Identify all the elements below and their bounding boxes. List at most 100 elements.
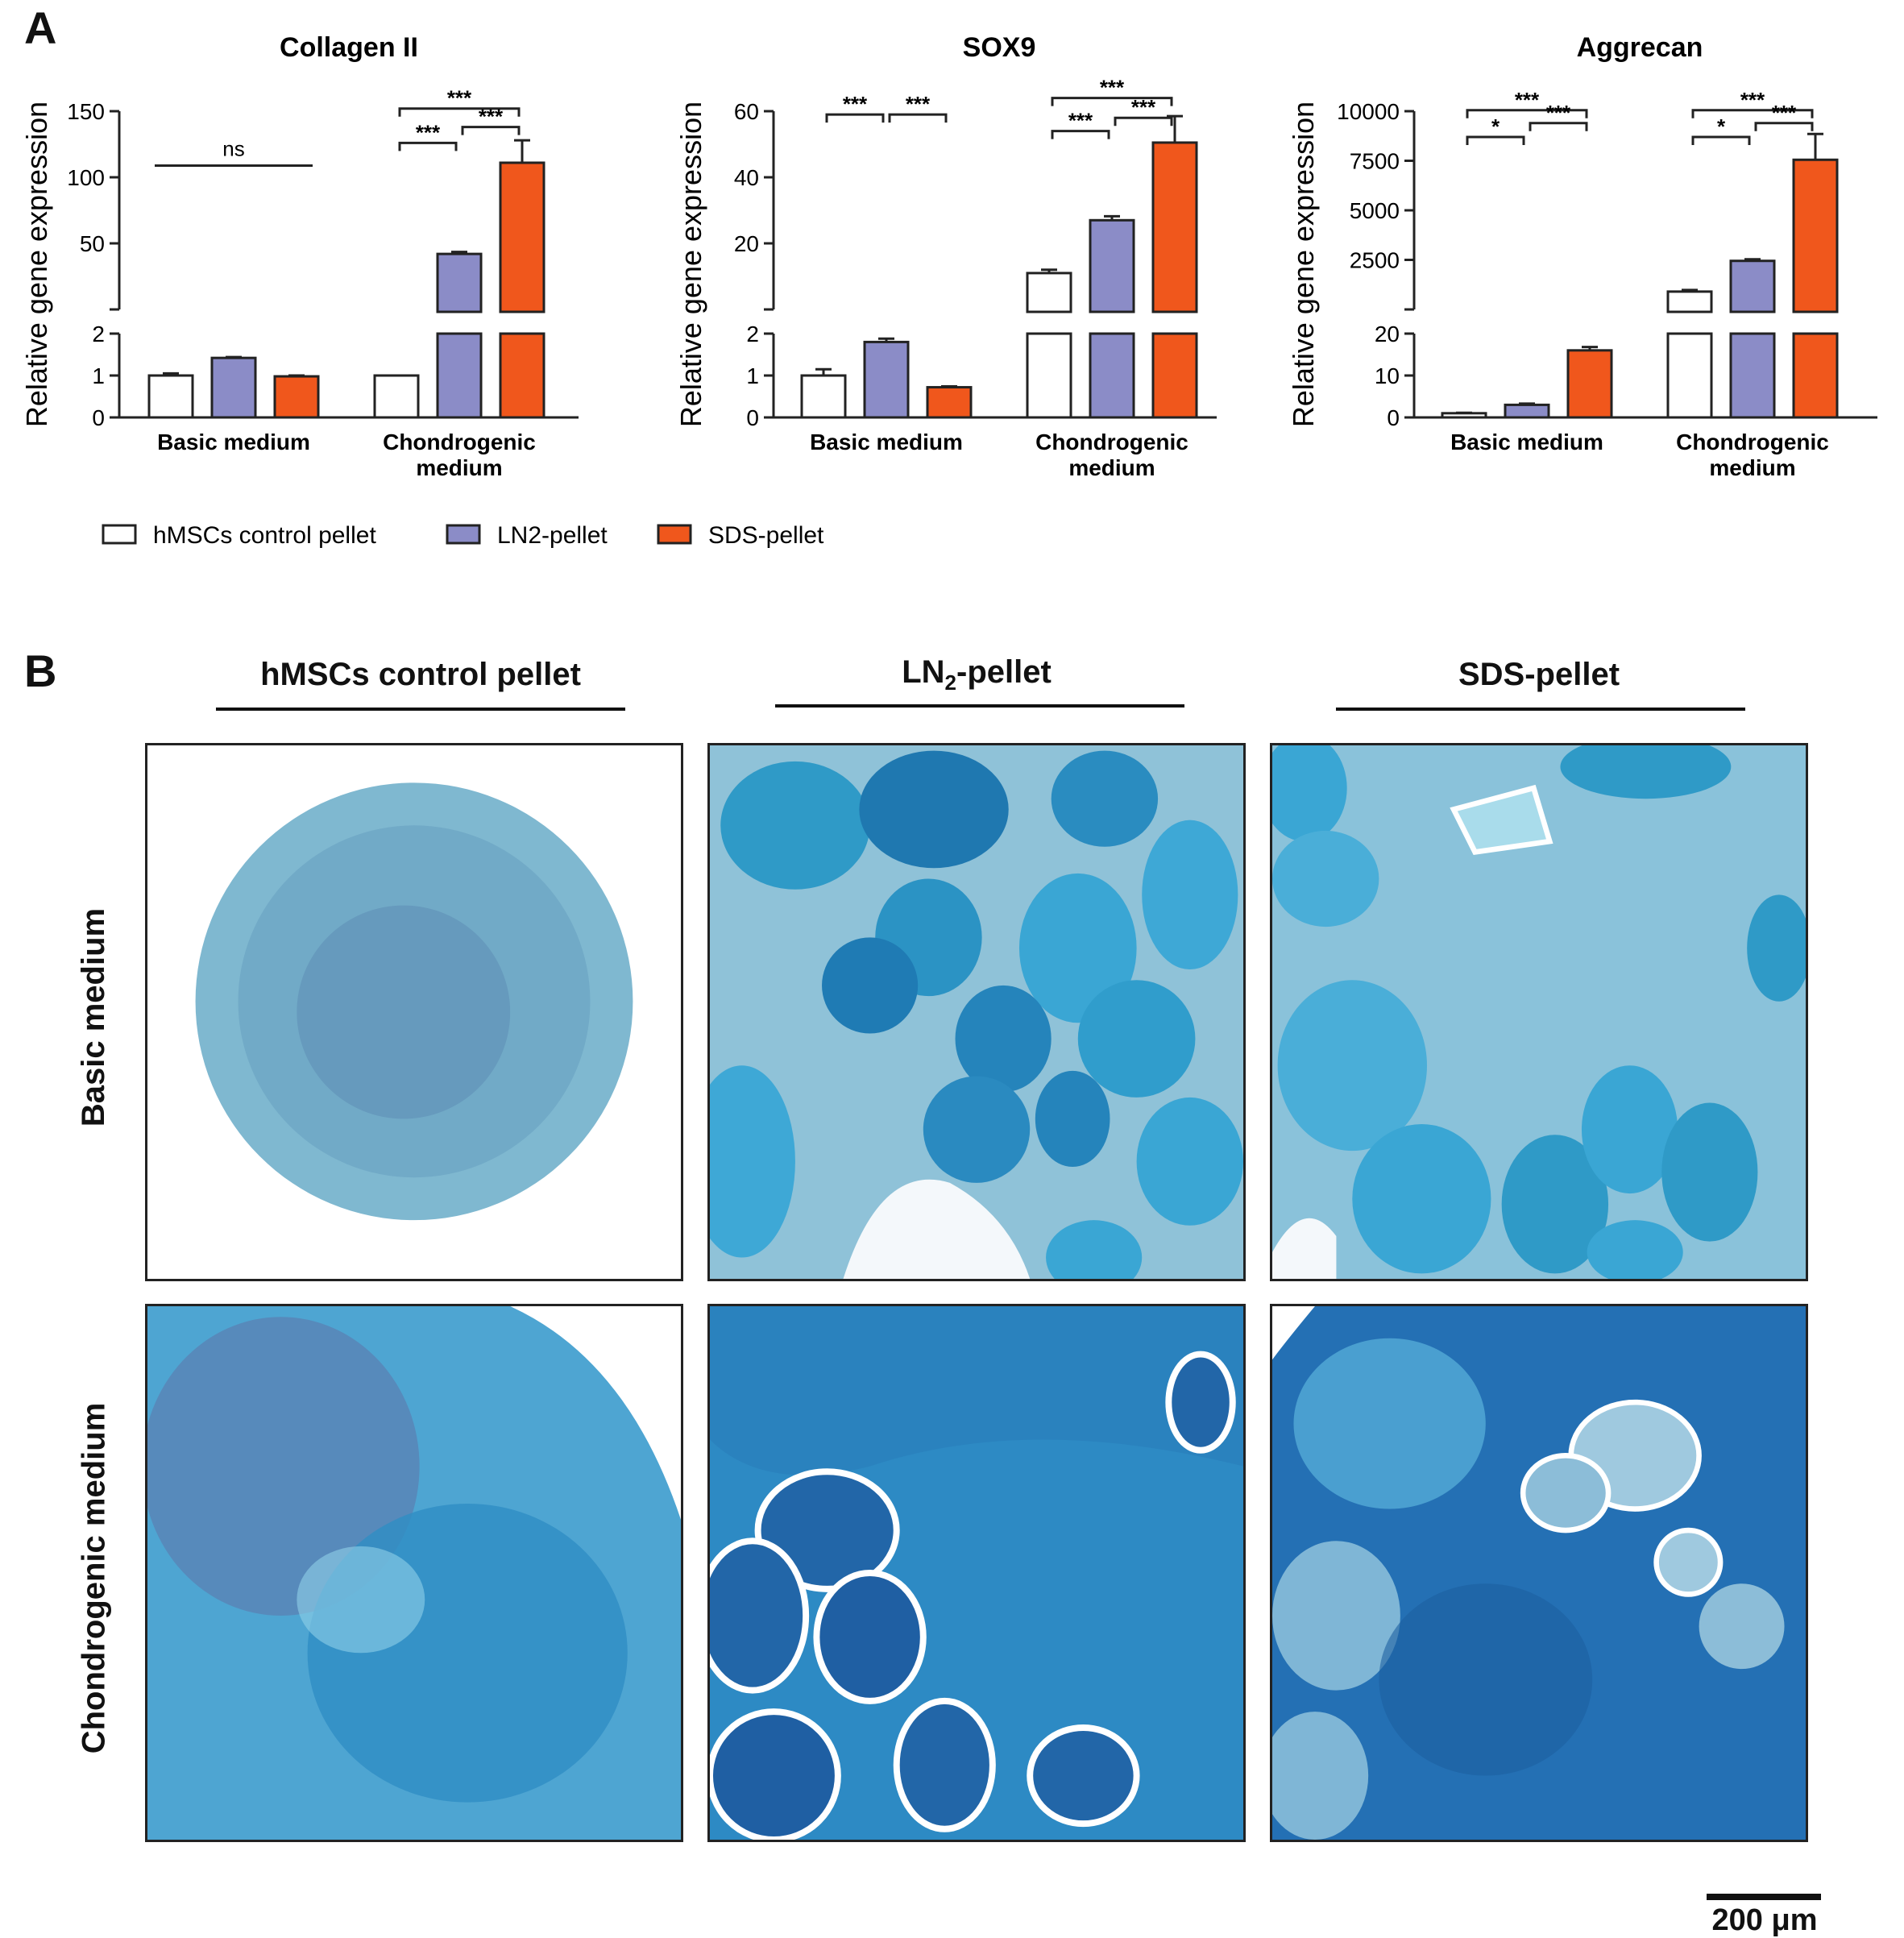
y-tick-label: 10000 [1337, 99, 1400, 124]
significance-bracket [398, 141, 458, 151]
y-tick-label: 2 [92, 322, 105, 347]
bar [1666, 332, 1713, 419]
y-axis-label: Relative gene expression [1287, 102, 1320, 427]
bar [863, 340, 910, 419]
ln2-title-subscript: 2 [944, 670, 956, 695]
significance-bracket [1691, 135, 1751, 145]
row-label-basic-wrap: Basic medium [70, 743, 118, 1291]
ln2-title-prefix: LN [902, 654, 945, 690]
x-category-label: Basic medium [157, 430, 310, 454]
bar [1666, 290, 1713, 313]
y-tick-label: 10 [1375, 363, 1400, 388]
significance-label: ns [222, 137, 244, 161]
micrograph-ln2-basic [707, 743, 1246, 1281]
bar [210, 356, 257, 419]
bar [1729, 332, 1776, 419]
significance-label: *** [1100, 76, 1125, 100]
histology-column-title-ln2: LN2-pellet [767, 654, 1186, 695]
significance-label: *** [1515, 88, 1540, 112]
y-tick-label: 100 [67, 165, 105, 190]
bar [1026, 332, 1072, 419]
significance-label: * [1717, 114, 1726, 139]
y-tick-label: 5000 [1350, 198, 1400, 223]
x-category-label: Chondrogenic [1035, 430, 1188, 454]
micrograph-control-basic [145, 743, 683, 1281]
significance-label: *** [447, 86, 472, 110]
legend-label: SDS-pellet [708, 522, 824, 549]
micrograph-control-chondrogenic [145, 1304, 683, 1842]
x-category-label: Basic medium [810, 430, 963, 454]
bar [1089, 332, 1135, 419]
micrograph-sds-chondrogenic [1270, 1304, 1808, 1842]
bar [436, 252, 483, 313]
significance-bracket [1051, 130, 1110, 139]
micrograph-sds-basic [1270, 743, 1808, 1281]
histology-column-title-sds: SDS-pellet [1458, 657, 1620, 692]
legend-swatch [657, 524, 692, 545]
bar [499, 161, 545, 313]
significance-label: * [1491, 114, 1500, 139]
panel-a-letter: A [24, 2, 57, 53]
x-category-label: medium [1709, 455, 1795, 480]
significance-bracket [461, 126, 521, 135]
legend-label: LN2-pellet [497, 522, 608, 549]
significance-bracket [398, 107, 521, 117]
bar [373, 374, 420, 419]
significance-bracket [1051, 97, 1173, 106]
bar [1089, 218, 1135, 313]
bar [1504, 403, 1550, 419]
scale-bar [1707, 1894, 1821, 1900]
significance-label: *** [1546, 101, 1571, 125]
bar [436, 332, 483, 419]
bar [926, 386, 973, 419]
y-tick-label: 150 [67, 99, 105, 124]
significance-bracket [1691, 109, 1814, 118]
y-tick-label: 1 [746, 363, 759, 388]
y-tick-label: 7500 [1350, 149, 1400, 174]
legend-swatch [446, 524, 481, 545]
y-tick-label: 2 [746, 322, 759, 347]
micrograph-ln2-chondrogenic [707, 1304, 1246, 1842]
bar [800, 374, 847, 419]
y-axis-label: Relative gene expression [674, 102, 707, 427]
x-category-label: medium [416, 455, 502, 480]
significance-label: *** [1068, 109, 1093, 133]
significance-bracket [1754, 122, 1814, 131]
legend-label: hMSCs control pellet [153, 522, 376, 549]
column-rule-control [216, 708, 625, 711]
bar [1026, 272, 1072, 313]
x-category-label: Basic medium [1450, 430, 1603, 454]
significance-label: *** [1131, 95, 1156, 119]
row-label-basic: Basic medium [76, 907, 112, 1127]
chart-title: Collagen II [280, 32, 418, 63]
significance-label: *** [479, 105, 504, 129]
bar [1566, 349, 1613, 419]
y-tick-label: 0 [92, 405, 105, 430]
row-label-chondrogenic-wrap: Chondrogenic medium [70, 1304, 118, 1852]
ln2-title-suffix: -pellet [956, 654, 1052, 690]
y-tick-label: 0 [1387, 405, 1400, 430]
y-tick-label: 40 [734, 165, 759, 190]
bar [1792, 332, 1839, 419]
significance-label: *** [906, 92, 931, 116]
significance-bracket [1466, 109, 1588, 118]
bar [273, 375, 320, 419]
significance-bracket [1466, 135, 1525, 145]
bar [1151, 332, 1198, 419]
histology-column-title-control: hMSCs control pellet [260, 657, 581, 692]
column-rule-ln2 [775, 704, 1184, 708]
scale-bar-label: 200 μm [1711, 1903, 1818, 1937]
x-category-label: medium [1068, 455, 1155, 480]
y-tick-label: 20 [1375, 322, 1400, 347]
chart-title: Aggrecan [1577, 32, 1703, 63]
significance-bracket [1114, 116, 1173, 127]
significance-label: *** [1740, 88, 1765, 112]
bar [499, 332, 545, 419]
significance-bracket [825, 113, 885, 123]
y-tick-label: 0 [746, 405, 759, 430]
bar [147, 374, 194, 419]
y-tick-label: 2500 [1350, 248, 1400, 273]
y-axis-label: Relative gene expression [20, 102, 53, 427]
chart-title: SOX9 [963, 32, 1036, 63]
